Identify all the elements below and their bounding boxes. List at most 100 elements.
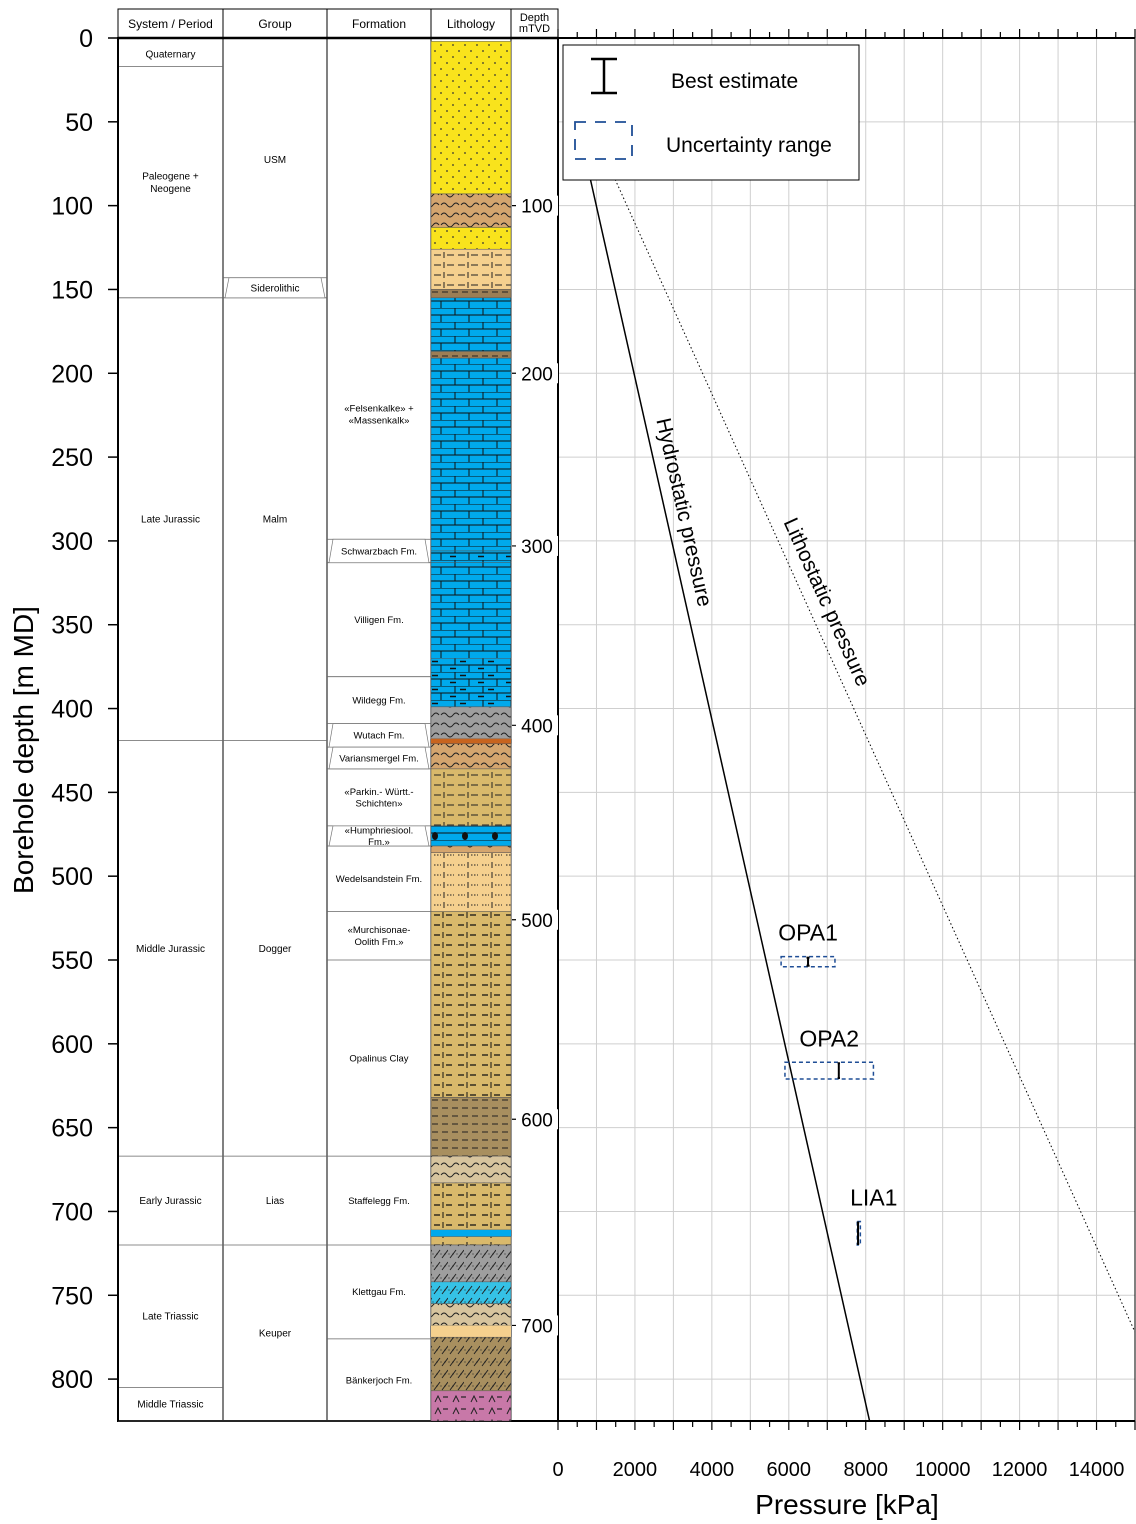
tvd-tick-label: 500 xyxy=(521,911,553,932)
hydrostatic-pressure-label: Hydrostatic pressure xyxy=(651,416,716,609)
system-label-line: Quaternary xyxy=(145,49,195,60)
lithology-layer xyxy=(431,1325,511,1338)
y-tick-label: 350 xyxy=(51,612,93,640)
legend-uncertainty-label: Uncertainty range xyxy=(666,134,832,157)
lia1-label: LIA1 xyxy=(850,1185,897,1211)
tvd-tick-bg xyxy=(516,363,558,384)
lia1-best-estimate xyxy=(856,1221,860,1245)
lithology-pattern xyxy=(430,41,512,195)
group-label: Malm xyxy=(263,515,287,526)
opa1-best-estimate xyxy=(806,956,810,967)
system-label-line: Middle Triassic xyxy=(137,1400,203,1411)
lithology-pattern xyxy=(430,1097,512,1157)
lithology-pattern xyxy=(430,1303,512,1326)
formation-label: Bänkerjoch Fm. xyxy=(346,1375,413,1386)
x-tick-label: 8000 xyxy=(843,1459,888,1481)
lithology-pattern xyxy=(430,852,512,912)
x-tick-label: 4000 xyxy=(690,1459,735,1481)
legend-box xyxy=(562,44,860,181)
formation-label-line: Wedelsandstein Fm. xyxy=(336,874,422,885)
lithology-pattern xyxy=(430,1182,512,1231)
lithology-pattern xyxy=(430,227,512,250)
formation-label-line: «Parkin.- Württ.- xyxy=(344,787,413,798)
group-label-line: Keuper xyxy=(259,1328,292,1339)
formation-callout xyxy=(328,746,430,770)
lithology-pattern xyxy=(430,1244,512,1283)
x-tick-label: 10000 xyxy=(915,1459,971,1481)
formation-label-line: Klettgau Fm. xyxy=(352,1287,406,1298)
group-label-line: Dogger xyxy=(259,944,292,955)
system-label-line: Early Jurassic xyxy=(139,1196,201,1207)
y-tick-label: 750 xyxy=(51,1282,93,1310)
formation-label-line: «Massenkalk» xyxy=(349,416,410,427)
x-tick-label: 0 xyxy=(552,1459,563,1481)
formation-label-line: Wutach Fm. xyxy=(353,731,404,742)
formation-label-line: Wildegg Fm. xyxy=(352,695,405,706)
group-label: USM xyxy=(264,155,286,166)
y-tick-label: 400 xyxy=(51,696,93,724)
system-label-line: Middle Jurassic xyxy=(136,944,205,955)
lithology-pattern xyxy=(430,297,512,352)
tvd-tick-label: 100 xyxy=(521,197,553,218)
formation-label: «Humphriesiool. Fm.» xyxy=(345,825,414,848)
formation-callout xyxy=(328,825,430,847)
formation-label: «Felsenkalke» + «Massenkalk» xyxy=(344,404,414,427)
tvd-tick-bg xyxy=(516,909,558,930)
legend-best-estimate-label: Best estimate xyxy=(671,70,798,93)
lithology-pattern xyxy=(430,845,512,853)
tvd-tick-label: 600 xyxy=(521,1110,553,1131)
lithology-layer xyxy=(431,1229,511,1237)
formation-callout xyxy=(328,723,430,748)
system-label: Middle Jurassic xyxy=(136,944,205,955)
lithology-layer xyxy=(431,738,511,744)
group-label-line: Lias xyxy=(266,1196,284,1207)
opa2-label: OPA2 xyxy=(799,1025,859,1051)
formation-label-line: Fm.» xyxy=(368,837,390,848)
formation-label: Wildegg Fm. xyxy=(352,695,405,706)
x-tick-label: 6000 xyxy=(767,1459,812,1481)
formation-label: «Murchisonae-Oolith Fm.» xyxy=(348,925,411,948)
y-tick-label: 450 xyxy=(51,779,93,807)
lithology-pattern xyxy=(430,248,512,290)
y-tick-label: 550 xyxy=(51,947,93,975)
formation-label-line: «Humphriesiool. xyxy=(345,825,414,836)
y-tick-label: 800 xyxy=(51,1366,93,1394)
tvd-tick-bg xyxy=(516,535,558,556)
system-label-line: Late Triassic xyxy=(142,1312,198,1323)
group-label-line: Malm xyxy=(263,515,287,526)
system-label: Early Jurassic xyxy=(139,1196,201,1207)
formation-label: Villigen Fm. xyxy=(354,615,403,626)
lithology-pattern xyxy=(430,911,512,1098)
lithology-pattern xyxy=(430,1155,512,1184)
y-tick-label: 100 xyxy=(51,193,93,221)
opa2-best-estimate xyxy=(837,1062,840,1080)
lithology-pattern xyxy=(430,1390,512,1422)
opa1-uncertainty-range xyxy=(780,955,836,968)
y-tick-label: 650 xyxy=(51,1115,93,1143)
y-tick-label: 50 xyxy=(65,109,93,137)
x-tick-label: 12000 xyxy=(992,1459,1048,1481)
column-header-label: Formation xyxy=(352,17,406,31)
y-tick-label: 700 xyxy=(51,1198,93,1226)
tvd-header-label: Depth mTVD xyxy=(519,12,550,35)
lithology-pattern xyxy=(430,562,512,659)
tvd-tick-bg xyxy=(516,1109,558,1130)
lithology-pattern xyxy=(430,706,512,739)
group-label: Lias xyxy=(266,1196,284,1207)
formation-label: «Parkin.- Württ.-Schichten» xyxy=(344,787,413,810)
axes: 0 50 100 150 200 250 300 350 400 450 500 550 600 650 7… xyxy=(51,25,1136,1481)
opa2-uncertainty-range xyxy=(784,1061,875,1080)
tvd-tick-bg xyxy=(516,715,558,736)
group-label: Dogger xyxy=(259,944,292,955)
formation-label: Variansmergel Fm. xyxy=(339,753,419,764)
formation-label-line: «Felsenkalke» + xyxy=(344,404,414,415)
column-header-label: System / Period xyxy=(128,17,213,31)
legend-uncertainty-icon xyxy=(574,121,633,160)
tvd-tick-label: 700 xyxy=(521,1316,553,1337)
group-callout xyxy=(224,277,326,299)
y-tick-label: 300 xyxy=(51,528,93,556)
lithostatic-pressure-line xyxy=(611,171,1136,1333)
y-tick-label: 500 xyxy=(51,863,93,891)
column-header-label: Group xyxy=(258,17,292,31)
